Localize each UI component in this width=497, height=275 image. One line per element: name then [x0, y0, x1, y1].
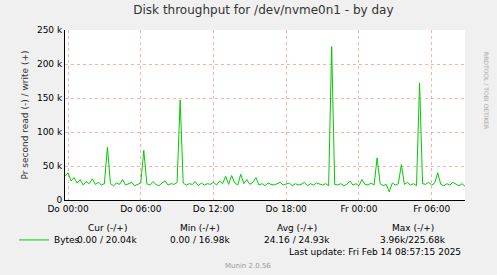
svg-text:Pr second read (-) / write (+): Pr second read (-) / write (+)	[20, 51, 30, 180]
svg-text:Last update: Fri Feb 14 08:57:: Last update: Fri Feb 14 08:57:15 2025	[289, 247, 461, 257]
svg-text:Do 00:00: Do 00:00	[47, 204, 89, 214]
svg-text:150 k: 150 k	[37, 93, 63, 103]
svg-text:Min (-/+): Min (-/+)	[180, 223, 220, 233]
svg-text:Disk throughput for /dev/nvme0: Disk throughput for /dev/nvme0n1 - by da…	[133, 3, 393, 17]
svg-text:0.00 / 16.98k: 0.00 / 16.98k	[170, 235, 231, 245]
svg-text:Do 18:00: Do 18:00	[266, 204, 308, 214]
svg-text:Fr 00:00: Fr 00:00	[340, 204, 377, 214]
svg-text:0: 0	[56, 195, 62, 205]
svg-text:250 k: 250 k	[37, 25, 63, 35]
svg-text:Avg (-/+): Avg (-/+)	[277, 223, 317, 233]
svg-text:Bytes: Bytes	[54, 235, 80, 245]
svg-text:Max (-/+): Max (-/+)	[392, 223, 434, 233]
svg-text:RRDTOOL / TOBI OETIKER: RRDTOOL / TOBI OETIKER	[483, 52, 490, 129]
svg-text:50 k: 50 k	[43, 161, 63, 171]
svg-text:24.16 / 24.93k: 24.16 / 24.93k	[264, 235, 330, 245]
svg-text:Munin 2.0.56: Munin 2.0.56	[225, 262, 271, 270]
svg-text:Do 06:00: Do 06:00	[120, 204, 162, 214]
svg-text:Fr 06:00: Fr 06:00	[413, 204, 450, 214]
svg-text:0.00 / 20.04k: 0.00 / 20.04k	[77, 235, 138, 245]
svg-text:3.96k/225.68k: 3.96k/225.68k	[380, 235, 446, 245]
svg-text:Do 12:00: Do 12:00	[193, 204, 235, 214]
svg-text:100 k: 100 k	[37, 127, 63, 137]
svg-text:200 k: 200 k	[37, 59, 63, 69]
svg-text:Cur (-/+): Cur (-/+)	[88, 223, 127, 233]
